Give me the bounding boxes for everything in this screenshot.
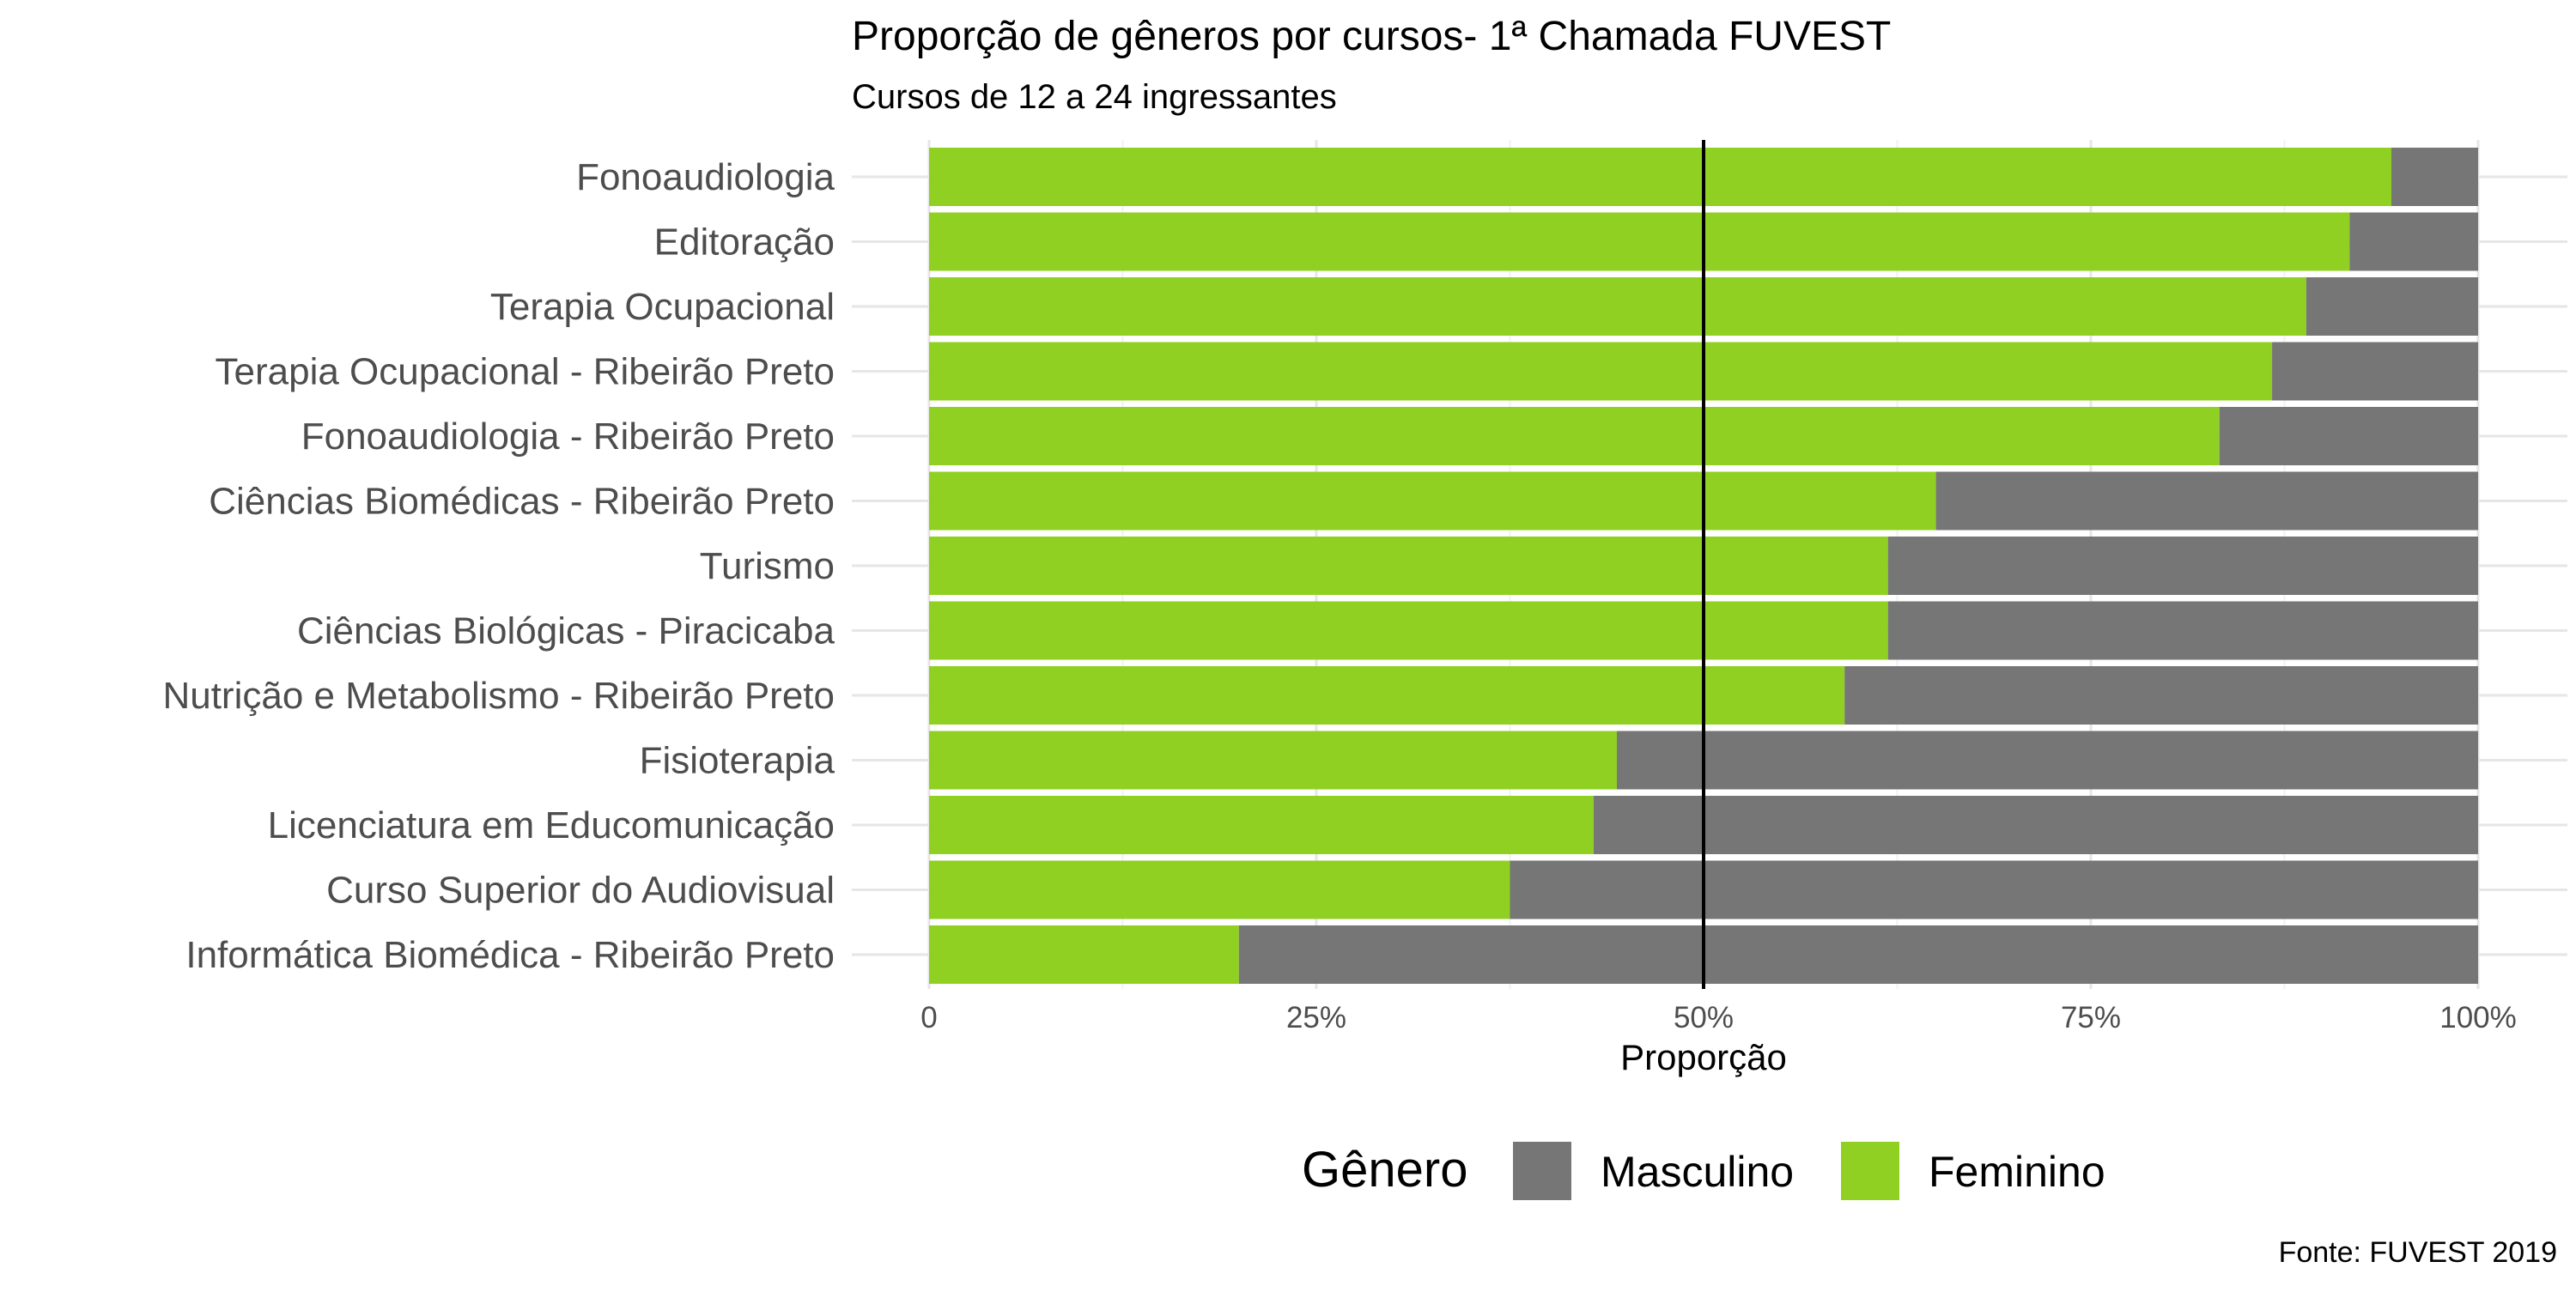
category-label: Fonoaudiologia	[576, 156, 835, 198]
category-label: Ciências Biológicas - Piracicaba	[297, 610, 835, 652]
x-tick-label: 100%	[2439, 1001, 2517, 1034]
category-label: Fonoaudiologia - Ribeirão Preto	[301, 416, 835, 458]
bar-feminino	[929, 860, 1510, 919]
bars-layer	[929, 148, 2478, 984]
bar-masculino	[1935, 471, 2478, 531]
chart-subtitle: Cursos de 12 a 24 ingressantes	[852, 78, 1337, 116]
bar-masculino	[2349, 212, 2478, 271]
category-label: Fisioterapia	[640, 740, 835, 782]
bar-masculino	[1238, 925, 2478, 984]
bar-feminino	[929, 537, 1888, 595]
bar-masculino	[1887, 537, 2478, 595]
x-axis-label: Proporção	[1620, 1037, 1787, 1077]
bar-feminino	[929, 925, 1239, 984]
x-tick-labels: 0 25% 50% 75% 100%	[920, 1001, 2517, 1034]
category-label: Curso Superior do Audiovisual	[326, 870, 835, 912]
x-tick-label: 75%	[2061, 1001, 2121, 1034]
bar-feminino	[929, 148, 2391, 206]
bar-feminino	[929, 407, 2220, 465]
bar-masculino	[1510, 860, 2478, 919]
chart-caption: Fonte: FUVEST 2019	[2279, 1236, 2557, 1269]
category-label: Terapia Ocupacional - Ribeirão Preto	[216, 351, 835, 393]
bar-feminino	[929, 277, 2306, 336]
category-label: Informática Biomédica - Ribeirão Preto	[185, 934, 835, 976]
chart-title: Proporção de gêneros por cursos- 1ª Cham…	[852, 14, 1891, 59]
category-label: Editoração	[654, 221, 835, 264]
x-tick-label: 0	[920, 1001, 937, 1034]
bar-feminino	[929, 731, 1617, 790]
bar-masculino	[2219, 407, 2478, 465]
bar-masculino	[1616, 731, 2478, 790]
category-label: Turismo	[700, 545, 835, 587]
legend: Gênero Masculino Feminino	[1302, 1142, 2105, 1200]
legend-label: Masculino	[1601, 1148, 1794, 1196]
legend-swatch-feminino	[1841, 1142, 1899, 1200]
bar-feminino	[929, 796, 1594, 854]
legend-swatch-masculino	[1513, 1142, 1571, 1200]
x-tick-label: 50%	[1674, 1001, 1734, 1034]
bar-masculino	[2391, 148, 2478, 206]
bar-feminino	[929, 342, 2273, 401]
bar-masculino	[1593, 796, 2478, 854]
bar-feminino	[929, 601, 1888, 660]
category-label: Licenciatura em Educomunicação	[268, 804, 835, 846]
bar-masculino	[2272, 342, 2478, 401]
bar-feminino	[929, 666, 1845, 725]
bar-masculino	[1887, 601, 2478, 660]
category-label: Nutrição e Metabolismo - Ribeirão Preto	[162, 675, 835, 717]
category-label: Ciências Biomédicas - Ribeirão Preto	[209, 481, 835, 523]
category-label: Terapia Ocupacional	[490, 286, 835, 328]
legend-title: Gênero	[1302, 1142, 1467, 1198]
bar-feminino	[929, 471, 1936, 531]
legend-label: Feminino	[1929, 1148, 2105, 1196]
category-labels: Fonoaudiologia Editoração Terapia Ocupacio…	[162, 156, 835, 976]
bar-feminino	[929, 212, 2350, 271]
bar-masculino	[2306, 277, 2478, 336]
bar-masculino	[1844, 666, 2478, 725]
x-tick-label: 25%	[1286, 1001, 1346, 1034]
